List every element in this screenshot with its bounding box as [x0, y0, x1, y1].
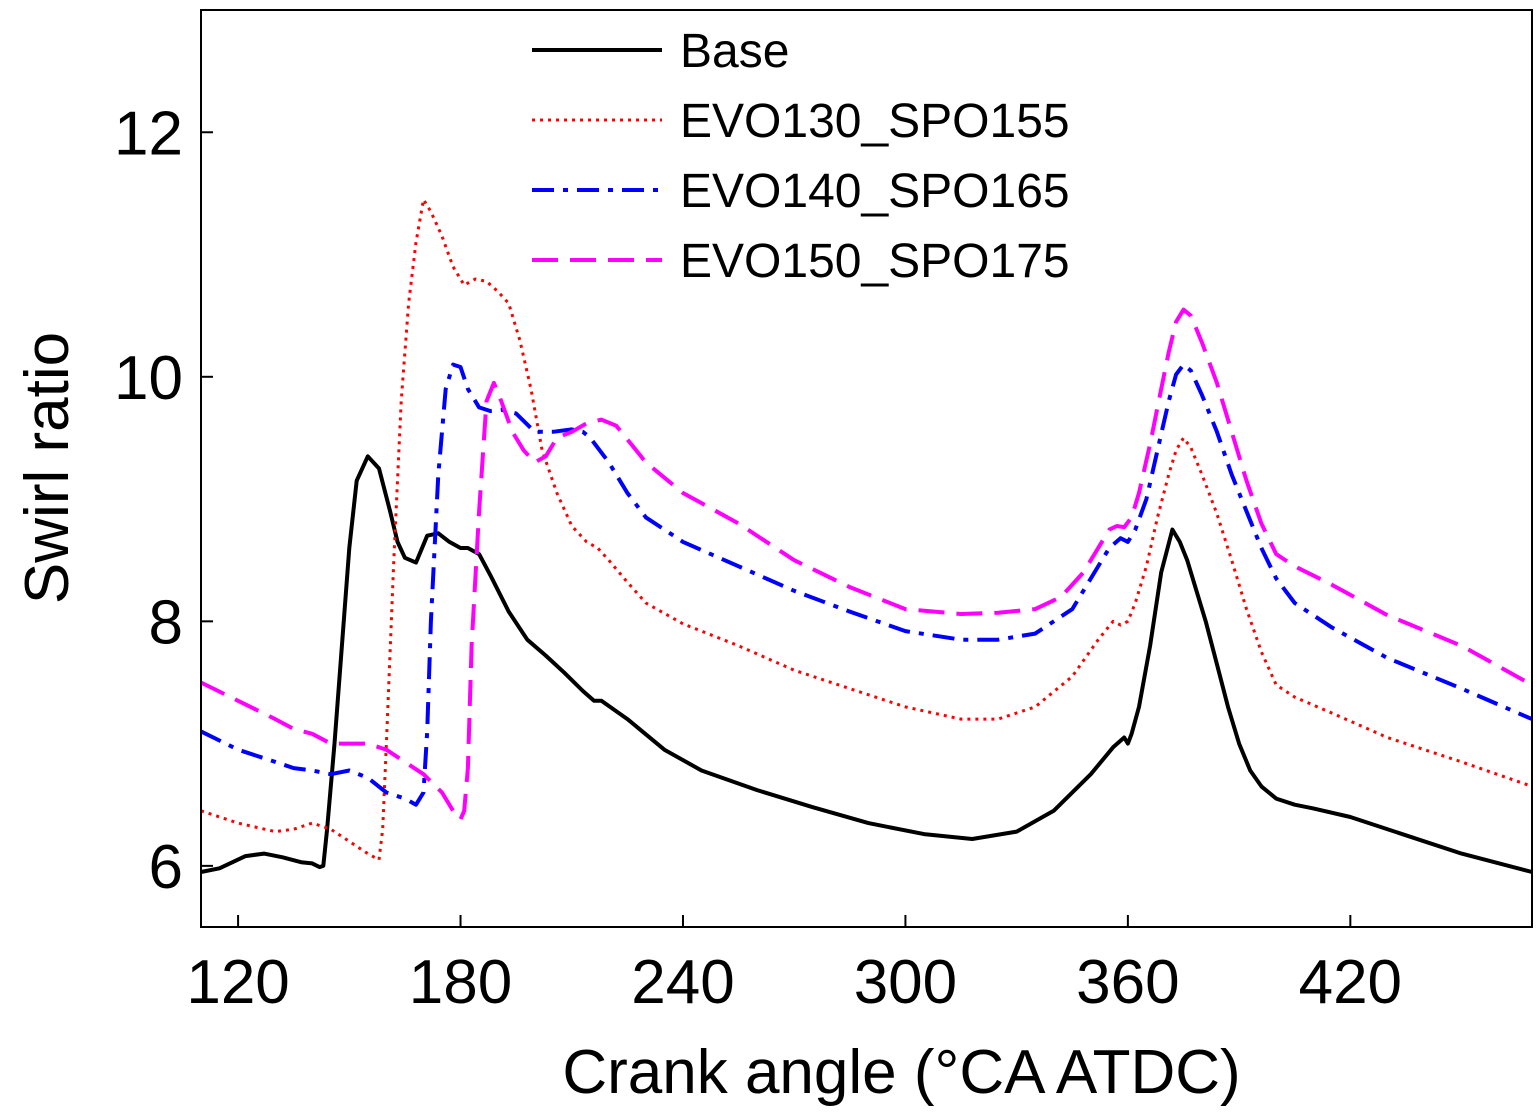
x-tick-label: 240 — [631, 948, 734, 1017]
x-tick-label: 420 — [1299, 948, 1402, 1017]
series-line-evo140_spo165 — [200, 362, 1533, 807]
axis-ticks: 120 180 240 300 360 420 6 8 10 12 — [114, 99, 1402, 1017]
x-axis-title: Crank angle (°CA ATDC) — [562, 1038, 1240, 1107]
series-line-base — [200, 454, 1533, 874]
series-line-evo150_spo175 — [200, 307, 1533, 822]
x-tick-label: 120 — [186, 948, 289, 1017]
y-tick-label: 12 — [114, 99, 183, 168]
series-layer — [200, 198, 1533, 874]
y-tick-label: 6 — [149, 833, 183, 902]
legend-label: EVO140_SPO165 — [680, 165, 1070, 218]
x-tick-label: 360 — [1076, 948, 1179, 1017]
plot-area-frame — [200, 9, 1533, 928]
y-tick-label: 8 — [149, 588, 183, 657]
x-tick-label: 300 — [854, 948, 957, 1017]
y-tick-label: 10 — [114, 344, 183, 413]
y-axis-title: Swirl ratio — [13, 332, 82, 604]
x-tick-label: 180 — [409, 948, 512, 1017]
legend: Base EVO130_SPO155 EVO140_SPO165 EVO150_SPO… — [532, 25, 1070, 288]
legend-label: EVO130_SPO155 — [680, 95, 1070, 148]
legend-label: Base — [680, 25, 789, 78]
series-line-evo130_spo155 — [200, 198, 1533, 862]
legend-label: EVO150_SPO175 — [680, 235, 1070, 288]
